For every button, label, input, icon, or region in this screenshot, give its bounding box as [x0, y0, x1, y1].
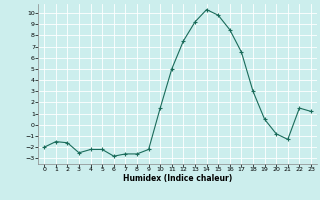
- X-axis label: Humidex (Indice chaleur): Humidex (Indice chaleur): [123, 174, 232, 183]
